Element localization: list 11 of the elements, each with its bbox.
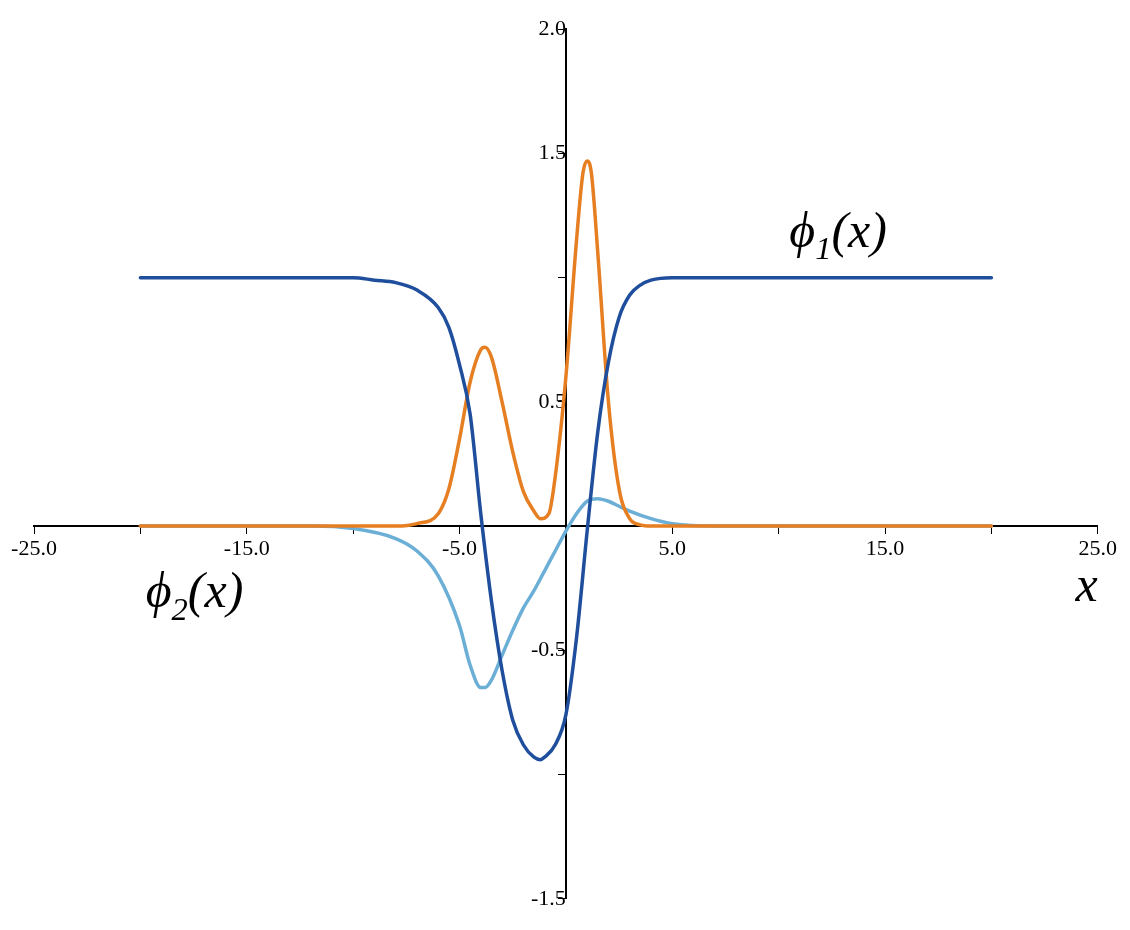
line-series [138,159,994,528]
x-tick-label: -15.0 [223,535,270,561]
x-tick-label: 5.0 [658,535,686,561]
y-tick-label: 1.5 [538,139,566,165]
line-series [138,275,994,762]
y-tick-label: -1.5 [531,884,566,910]
x-tick-label: -5.0 [442,535,477,561]
y-tick-label: 2.0 [538,14,566,40]
x-tick-label: -25.0 [11,535,57,561]
x-tick-label: 15.0 [865,535,905,561]
y-tick-label: -0.5 [531,636,566,662]
